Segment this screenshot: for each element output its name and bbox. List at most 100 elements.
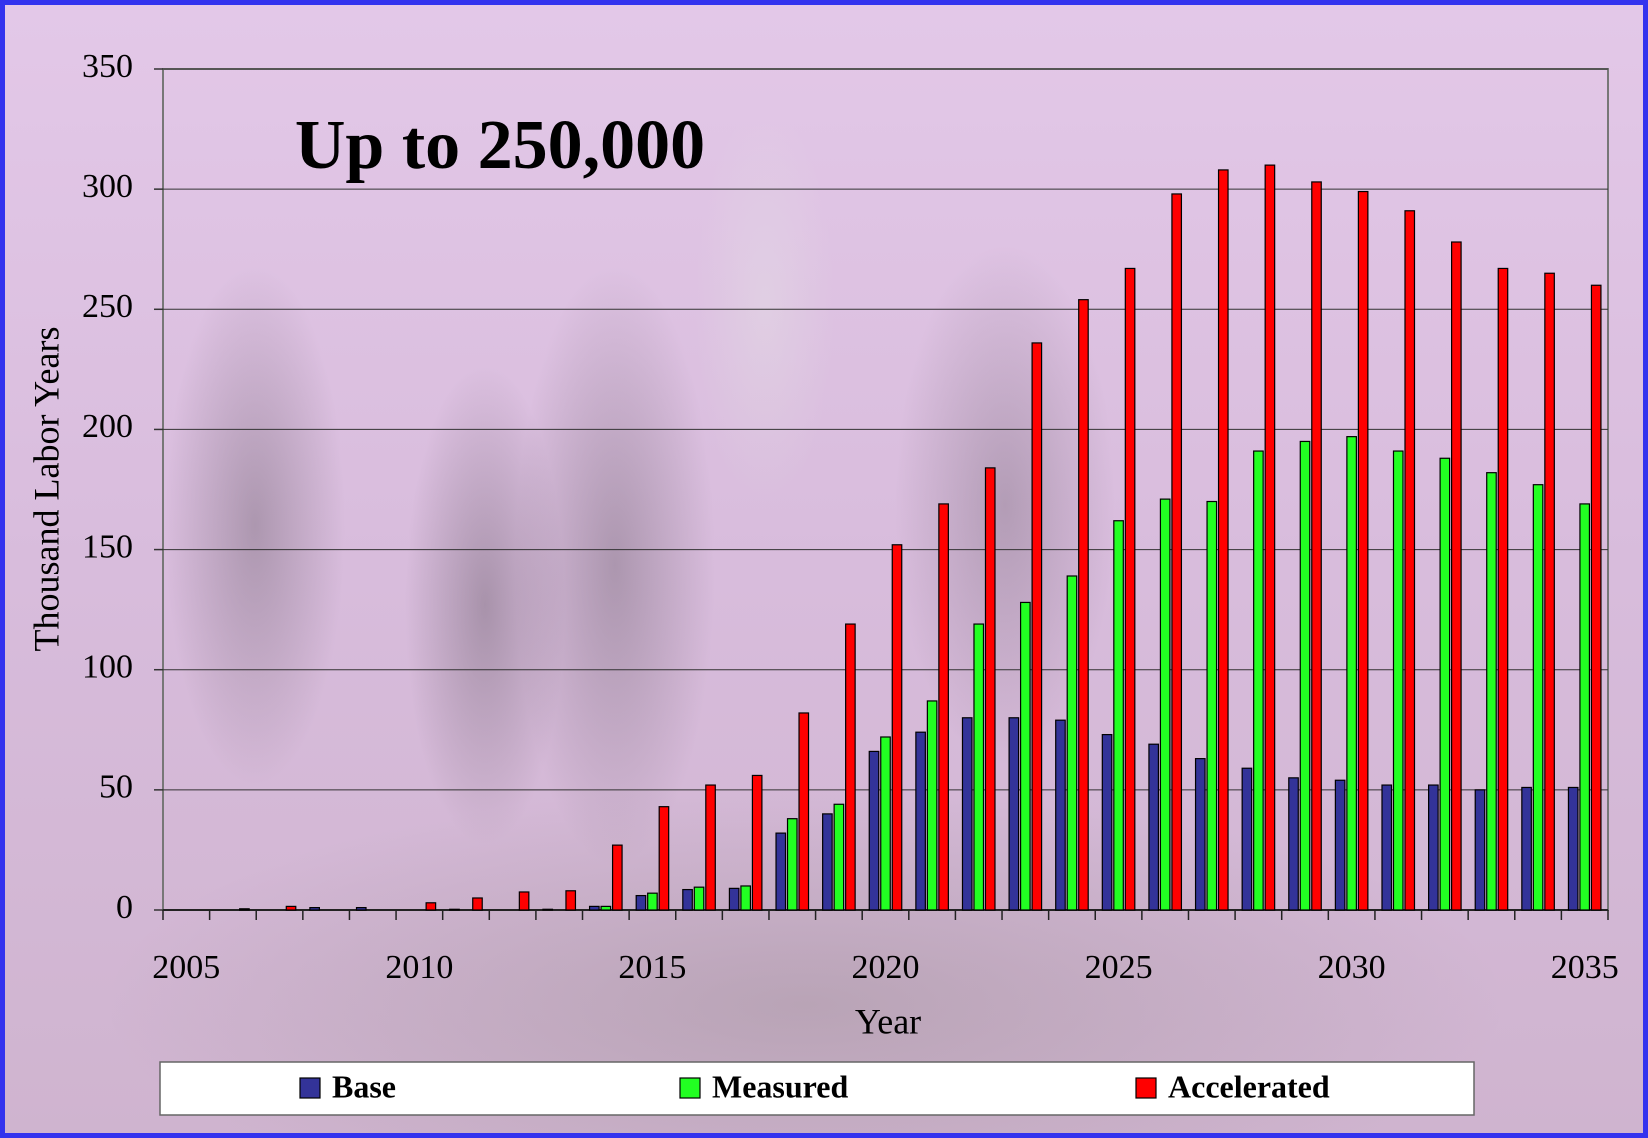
bar — [1451, 241, 1462, 911]
bar — [1241, 767, 1253, 911]
bar — [611, 844, 623, 911]
bar — [1474, 789, 1486, 911]
x-tick-label: 2005 — [152, 949, 220, 986]
bar — [1346, 436, 1357, 911]
bar — [1031, 342, 1043, 911]
bar — [973, 623, 985, 911]
bar — [588, 905, 600, 911]
bar — [786, 818, 798, 911]
bar — [868, 750, 880, 911]
bar — [1194, 758, 1206, 911]
bar — [472, 897, 483, 911]
bar — [926, 700, 938, 911]
bar — [705, 784, 716, 911]
y-tick-label: 300 — [82, 168, 133, 205]
bar — [1357, 190, 1369, 911]
legend-swatch — [299, 1077, 321, 1099]
bar — [1521, 786, 1532, 911]
bar — [833, 803, 845, 911]
bar — [938, 503, 949, 911]
bar — [285, 905, 297, 911]
bar — [1486, 472, 1497, 911]
y-tick-label: 350 — [82, 48, 133, 85]
bar — [1101, 733, 1113, 911]
y-tick-label: 150 — [82, 528, 133, 565]
bar — [1428, 784, 1439, 911]
bar — [1567, 786, 1579, 911]
bar — [751, 774, 763, 911]
bar — [449, 908, 460, 911]
bar — [915, 731, 926, 911]
bar — [1579, 503, 1591, 911]
bar — [1055, 719, 1066, 911]
legend-label: Base — [332, 1068, 396, 1104]
x-tick-label: 2020 — [852, 949, 920, 986]
bar — [1206, 500, 1218, 911]
x-tick-label: 2030 — [1318, 949, 1386, 986]
bar — [1288, 777, 1299, 911]
legend — [159, 1061, 1475, 1116]
bar — [1439, 457, 1451, 911]
y-tick-label: 250 — [82, 288, 133, 325]
legend-label: Accelerated — [1168, 1068, 1330, 1104]
bar — [1253, 450, 1264, 911]
bar — [1311, 181, 1322, 911]
x-tick-label: 2010 — [385, 949, 453, 986]
bar — [693, 886, 705, 911]
y-tick-label: 100 — [82, 649, 133, 686]
bar — [425, 902, 437, 911]
bar — [1544, 272, 1555, 911]
bar — [1019, 601, 1031, 911]
bar — [1171, 193, 1183, 911]
bar — [565, 890, 577, 911]
legend-label: Measured — [712, 1068, 848, 1104]
chart: Up to 250,000 Year Thousand Labor Years … — [26, 48, 1619, 1116]
bar — [891, 544, 903, 911]
y-tick-label: 0 — [116, 889, 133, 926]
bar — [1590, 284, 1602, 911]
bar — [600, 905, 612, 911]
annotation: Up to 250,000 — [295, 107, 705, 184]
bar — [1334, 779, 1346, 911]
bar — [239, 908, 250, 911]
bar — [635, 894, 647, 911]
bar — [1497, 267, 1509, 911]
bar — [682, 888, 693, 911]
bar — [728, 887, 740, 911]
bar — [1066, 575, 1078, 911]
bar — [775, 832, 787, 911]
bar — [542, 908, 554, 911]
y-axis-label: Thousand Labor Years — [26, 327, 66, 652]
bar — [1008, 717, 1020, 911]
legend-swatch — [1135, 1077, 1157, 1099]
bar — [1078, 299, 1089, 911]
bar — [1404, 210, 1416, 911]
bar — [658, 806, 670, 911]
bar — [647, 892, 658, 911]
bar — [1124, 267, 1136, 911]
x-tick-label: 2025 — [1085, 949, 1153, 986]
bar — [1299, 440, 1311, 911]
bar — [1392, 450, 1404, 911]
bar — [1532, 484, 1544, 911]
x-tick-label: 2035 — [1551, 949, 1619, 986]
x-axis-label: Year — [855, 1001, 921, 1041]
bar — [845, 623, 856, 911]
y-tick-label: 50 — [99, 769, 133, 806]
bar — [798, 712, 810, 911]
bar — [880, 736, 891, 911]
bar — [822, 813, 833, 911]
bar — [1148, 743, 1160, 911]
bar — [518, 891, 530, 911]
bar — [355, 906, 367, 911]
bar — [1159, 498, 1171, 911]
bar — [984, 467, 996, 911]
bar — [1264, 164, 1276, 911]
bar — [961, 717, 973, 911]
y-tick-label: 200 — [82, 408, 133, 445]
legend-swatch — [679, 1077, 701, 1099]
bar — [309, 906, 320, 911]
bar — [1217, 169, 1229, 911]
x-tick-label: 2015 — [618, 949, 686, 986]
